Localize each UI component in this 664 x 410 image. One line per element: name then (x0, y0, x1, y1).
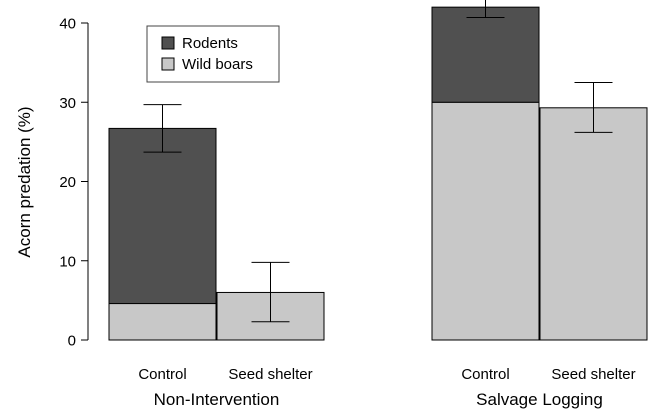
x-axis-labels: Control Seed shelter Non-Intervention Contr… (138, 366, 635, 409)
y-tick-label: 0 (68, 333, 76, 350)
y-axis-label: Acorn predation (%) (15, 106, 34, 257)
bars (108, 6, 648, 341)
legend-swatch-rodents (161, 36, 175, 50)
legend-label-rodents: Rodents (182, 35, 238, 52)
category-label: Seed shelter (228, 366, 312, 383)
legend-box (146, 25, 280, 83)
bar-segment-rodents (431, 6, 540, 103)
legend-label-wild-boars: Wild boars (182, 56, 253, 73)
y-tick-label: 20 (59, 174, 76, 191)
legend-swatch-wild-boars (161, 57, 175, 71)
category-label: Control (138, 366, 186, 383)
y-axis: 0 10 20 30 40 (59, 16, 89, 350)
bar-segment-wild-boars (539, 107, 648, 341)
error-bars (143, 0, 613, 323)
group-label: Salvage Logging (476, 390, 603, 409)
category-label: Seed shelter (551, 366, 635, 383)
y-tick-label: 40 (59, 16, 76, 33)
bar-segment-rodents (108, 127, 217, 305)
category-label: Control (461, 366, 509, 383)
y-tick-label: 30 (59, 95, 76, 112)
y-tick-label: 10 (59, 253, 76, 270)
legend: Rodents Wild boars (146, 25, 280, 83)
bar-segment-wild-boars (431, 101, 540, 341)
bar-segment-wild-boars (108, 303, 217, 341)
group-label: Non-Intervention (154, 390, 280, 409)
